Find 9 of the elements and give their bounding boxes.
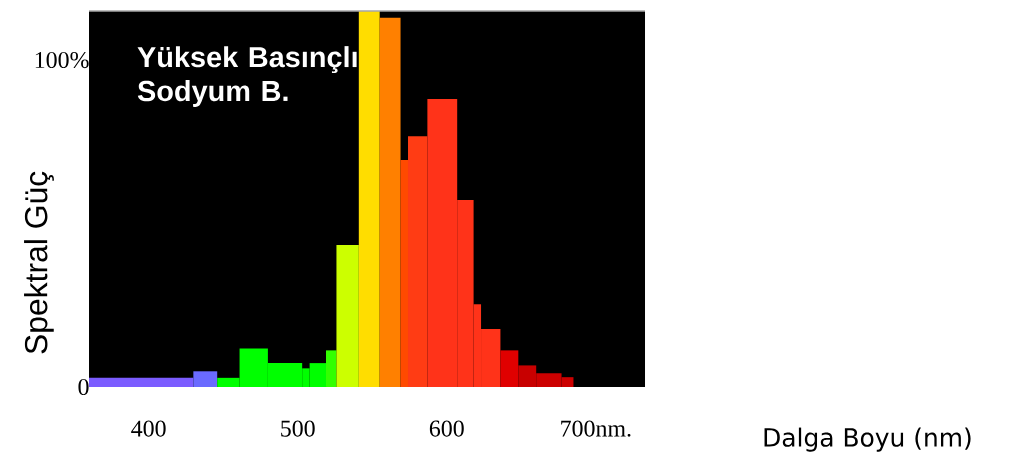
x-tick-label: 700nm.: [561, 420, 631, 437]
x-tick-label: 500: [281, 420, 315, 437]
y-tick-label: 0: [78, 378, 89, 396]
x-tick-label: 400: [131, 420, 166, 437]
x-tick-label: 600: [429, 420, 464, 437]
y-tick-label: 100%: [35, 51, 89, 69]
x-axis-title: Dalga Boyu (nm): [764, 427, 971, 452]
text: Yüksek Basınçlı Sodyum B.: [137, 46, 357, 107]
y-axis-title: Spektral Güç: [24, 171, 54, 354]
